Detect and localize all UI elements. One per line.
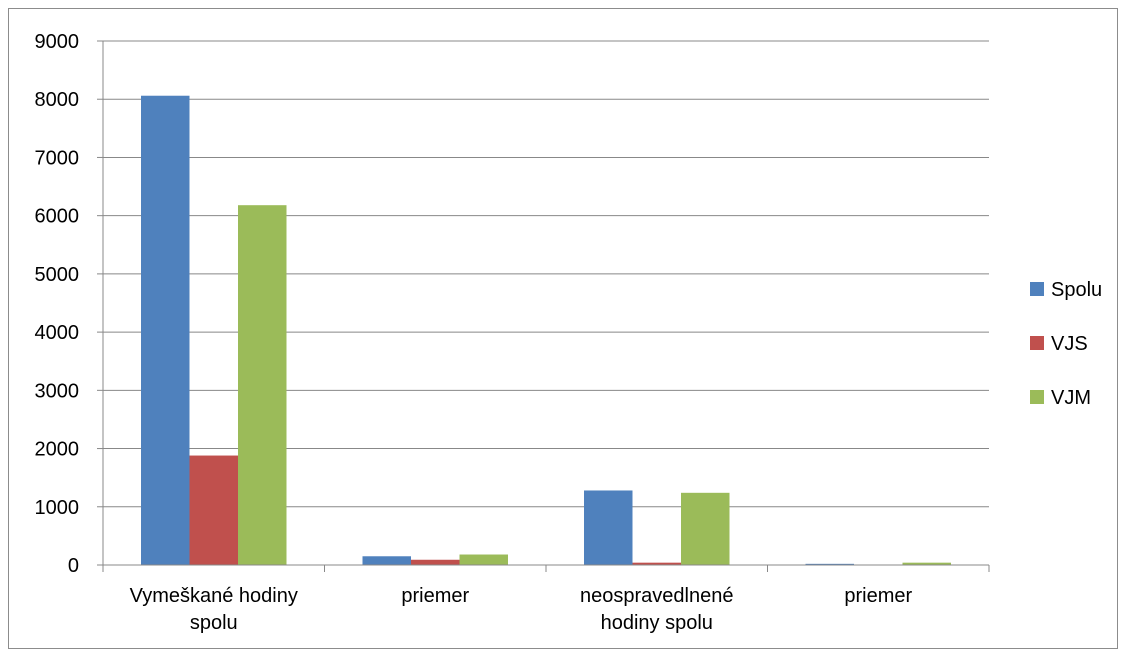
y-tick-label: 5000 — [35, 264, 80, 286]
bar-spolu-0 — [141, 95, 190, 566]
y-tick-label: 9000 — [35, 31, 80, 53]
bar-vjm-0 — [238, 205, 287, 566]
bar-vjs-1 — [411, 559, 460, 565]
bar-vjm-2 — [681, 492, 730, 565]
legend: Spolu VJS VJM — [1030, 279, 1102, 409]
y-tick-label: 3000 — [35, 380, 80, 402]
tick-labels: 0 1000 2000 3000 4000 5000 6000 7000 8000 9000 Vym… — [35, 31, 913, 634]
bar-spolu-3 — [805, 563, 854, 565]
legend-swatch-spolu — [1030, 282, 1044, 296]
y-tick-label: 0 — [68, 555, 79, 577]
y-tick-label: 8000 — [35, 89, 80, 111]
legend-label-vjs: VJS — [1051, 333, 1088, 355]
legend-label-spolu: Spolu — [1051, 279, 1102, 301]
y-tick-label: 4000 — [35, 322, 80, 344]
bars — [141, 95, 951, 566]
y-tick-label: 7000 — [35, 147, 80, 169]
bar-vjm-3 — [902, 562, 951, 565]
legend-label-vjm: VJM — [1051, 387, 1091, 409]
bar-vjs-2 — [632, 562, 681, 565]
gridlines — [103, 40, 989, 508]
bar-spolu-1 — [362, 556, 411, 565]
y-tick-label: 1000 — [35, 497, 80, 519]
legend-swatch-vjm — [1030, 390, 1044, 404]
x-tick-label: priemer — [401, 585, 469, 607]
x-tick-label: neospravedlnené hodiny spolu — [580, 585, 733, 634]
x-tick-label: priemer — [844, 585, 912, 607]
bar-spolu-2 — [584, 490, 633, 565]
axes — [97, 40, 990, 572]
y-tick-label: 2000 — [35, 439, 80, 461]
x-tick-label: Vymeškané hodiny spolu — [130, 585, 298, 634]
y-tick-label: 6000 — [35, 206, 80, 228]
bar-vjm-1 — [459, 554, 508, 565]
bar-vjs-0 — [189, 455, 238, 565]
legend-swatch-vjs — [1030, 336, 1044, 350]
